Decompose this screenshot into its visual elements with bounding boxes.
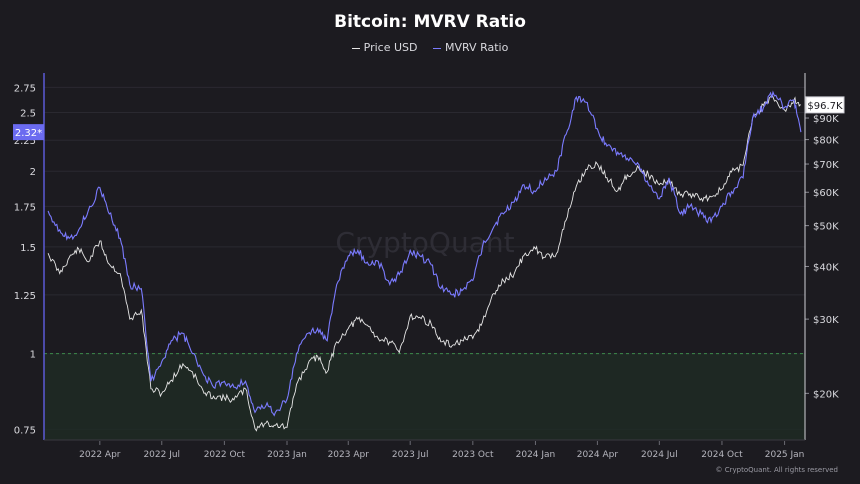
y-left-tick-label: 0.75 bbox=[14, 425, 36, 436]
x-tick-label: 2024 Jan bbox=[516, 450, 556, 460]
series-line-mvrv bbox=[47, 90, 802, 417]
x-tick-label: 2024 Jul bbox=[641, 450, 678, 460]
current-mvrv-badge bbox=[13, 124, 44, 141]
current-price-label: $96.7K bbox=[807, 101, 843, 112]
y-left-tick-label: 2.75 bbox=[14, 83, 36, 94]
watermark: CryptoQuant bbox=[335, 226, 514, 259]
x-tick-label: 2022 Jul bbox=[143, 450, 180, 460]
y-right-tick-label: $30K bbox=[813, 315, 839, 326]
x-tick-label: 2023 Oct bbox=[452, 450, 494, 460]
y-right-tick-label: $50K bbox=[813, 222, 839, 233]
axes-layer: 0.75 1 1.25 1.5 1.75 2 2.25 2.5 2.75 $20K $30K $40K… bbox=[13, 73, 845, 460]
below-one-zone bbox=[44, 353, 805, 440]
y-right-tick-label: $40K bbox=[813, 262, 839, 273]
y-left-tick-label: 2 bbox=[30, 167, 36, 178]
y-right-tick-label: $80K bbox=[813, 136, 839, 147]
legend-label-price: Price USD bbox=[363, 41, 418, 54]
y-left-tick-label: 1 bbox=[30, 350, 36, 361]
y-right-tick-label: $60K bbox=[813, 188, 839, 199]
y-right-tick-label: $20K bbox=[813, 389, 839, 400]
y-left-tick-label: 1.5 bbox=[20, 243, 36, 254]
legend-swatch-mvrv bbox=[433, 47, 441, 49]
x-tick-label: 2024 Oct bbox=[701, 450, 743, 460]
series-layer bbox=[47, 90, 802, 432]
x-tick-label: 2022 Oct bbox=[204, 450, 246, 460]
grid-layer bbox=[44, 86, 805, 430]
legend-swatch-price bbox=[351, 47, 360, 49]
y-left-tick-label: 2.5 bbox=[20, 108, 36, 119]
series-line-price bbox=[47, 94, 801, 432]
footer-copyright: © CryptoQuant. All rights reserved bbox=[716, 466, 838, 474]
y-left-tick-label: 1.25 bbox=[14, 291, 36, 302]
x-tick-label: 2024 Apr bbox=[577, 450, 619, 460]
current-mvrv-label: 2.32* bbox=[15, 128, 42, 139]
y-right-tick-label: $70K bbox=[813, 160, 839, 171]
legend-item-mvrv[interactable]: MVRV Ratio bbox=[433, 41, 508, 54]
x-tick-label: 2023 Jul bbox=[392, 450, 429, 460]
legend-label-mvrv: MVRV Ratio bbox=[445, 41, 509, 54]
legend-item-price[interactable]: Price USD bbox=[351, 41, 418, 54]
y-left-tick-label: 2.25 bbox=[14, 136, 36, 147]
x-tick-label: 2025 Jan bbox=[765, 450, 805, 460]
x-tick-label: 2022 Apr bbox=[79, 450, 121, 460]
current-price-badge bbox=[805, 96, 845, 114]
y-left-tick-label: 1.75 bbox=[14, 202, 36, 213]
chart-legend: Price USD MVRV Ratio bbox=[0, 41, 860, 54]
y-right-tick-label: $90K bbox=[813, 114, 839, 125]
chart-title: Bitcoin: MVRV Ratio bbox=[334, 12, 526, 32]
x-tick-label: 2023 Apr bbox=[328, 450, 370, 460]
x-tick-label: 2023 Jan bbox=[267, 450, 307, 460]
